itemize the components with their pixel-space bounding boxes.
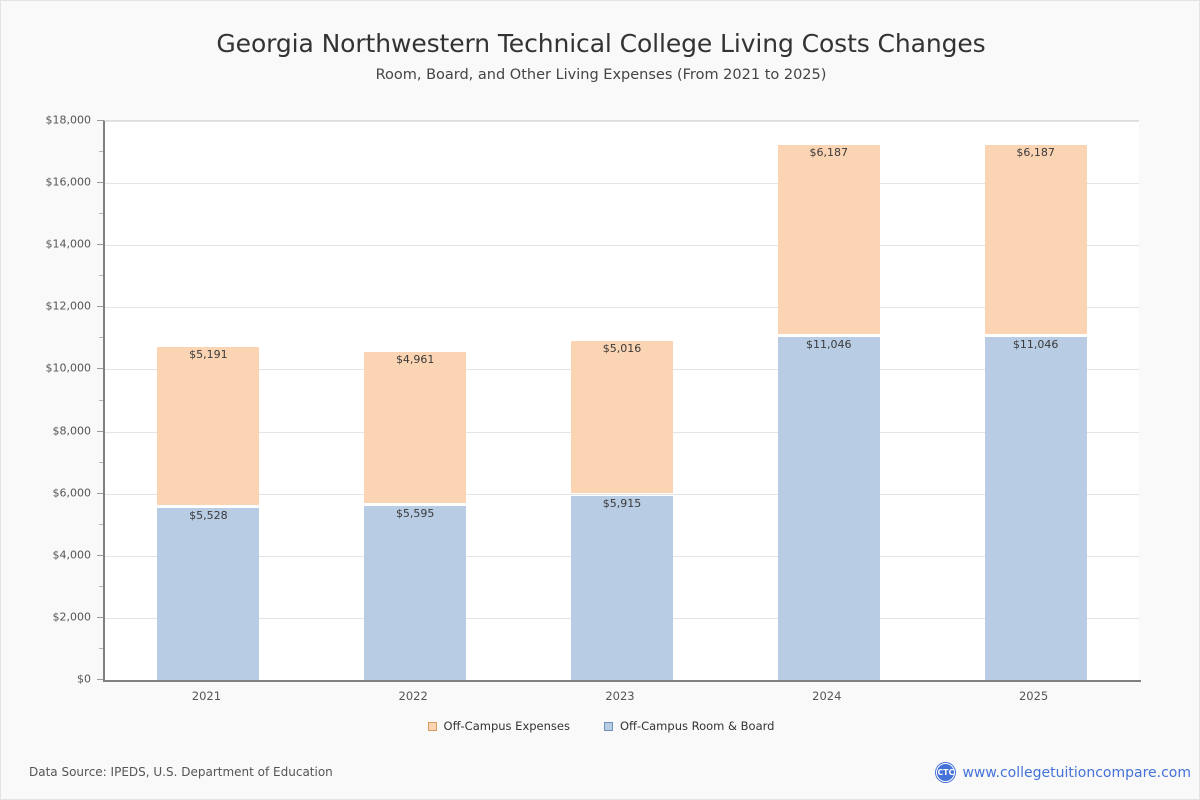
bar-value-label-room-board: $5,915 xyxy=(602,497,642,511)
bar-segment-expenses[interactable] xyxy=(157,347,260,506)
chart-subtitle: Room, Board, and Other Living Expenses (… xyxy=(375,67,827,83)
y-axis-tick-major xyxy=(97,616,103,618)
y-axis-tick-minor xyxy=(99,213,103,215)
y-axis-tick-minor xyxy=(99,275,103,277)
y-axis-tick-major xyxy=(97,554,103,556)
y-axis-tick-minor xyxy=(99,399,103,401)
gridline xyxy=(105,307,1139,309)
ctc-logo-icon: CTC xyxy=(936,763,956,782)
x-axis-tick-label: 2021 xyxy=(191,689,222,703)
y-axis-tick-minor xyxy=(99,585,103,587)
page-title: Georgia Northwestern Technical College L… xyxy=(216,29,986,58)
bar-value-label-room-board: $11,046 xyxy=(806,337,852,351)
y-axis-tick-minor xyxy=(99,523,103,525)
chart-canvas: $5,528 $5,191 $5,595 $4,961 $5,915 $5,016 $11,… xyxy=(105,121,1139,680)
y-axis-tick-label: $10,000 xyxy=(45,361,92,375)
y-axis-tick-minor xyxy=(99,647,103,649)
bar-value-label-room-board: $5,528 xyxy=(189,509,228,523)
y-axis-tick-label: $0 xyxy=(77,672,91,686)
y-axis-tick-label: $4,000 xyxy=(52,548,92,562)
x-axis-tick-label: 2025 xyxy=(1018,689,1049,703)
x-axis-tick-label: 2023 xyxy=(605,689,635,703)
y-axis-tick-label: $2,000 xyxy=(52,610,92,624)
y-axis-tick-major xyxy=(97,368,103,370)
bar-value-label-expenses: $6,187 xyxy=(1016,145,1055,159)
brand-url-label: www.collegetuitioncompare.com xyxy=(962,764,1191,781)
bar-segment-room-board[interactable] xyxy=(571,496,673,680)
y-axis-tick-major xyxy=(97,182,103,184)
legend-item[interactable]: Off-Campus Room & Board xyxy=(603,719,775,733)
legend-item-label: Off-Campus Expenses xyxy=(443,719,570,733)
bar-value-label-room-board: $11,046 xyxy=(1012,337,1059,351)
bar-value-label-expenses: $5,191 xyxy=(189,348,228,362)
y-axis-tick-major xyxy=(97,306,103,308)
y-axis-tick-minor xyxy=(99,461,103,463)
y-axis-tick-label: $8,000 xyxy=(52,424,92,438)
y-axis-tick-label: $14,000 xyxy=(45,237,92,251)
bar-segment-room-board[interactable] xyxy=(984,336,1087,680)
bar-segment-expenses[interactable] xyxy=(984,144,1087,334)
legend-item-label: Off-Campus Room & Board xyxy=(619,719,775,733)
y-axis-tick-major xyxy=(97,492,103,494)
chart-header: Georgia Northwestern Technical College L… xyxy=(1,1,1200,83)
bar-segment-expenses[interactable] xyxy=(571,340,673,494)
bar-segment-room-board[interactable] xyxy=(157,508,260,680)
y-axis-tick-label: $16,000 xyxy=(45,175,92,189)
y-axis-tick-minor xyxy=(99,337,103,339)
bar-segment-room-board[interactable] xyxy=(777,336,880,680)
bar-segment-expenses[interactable] xyxy=(777,144,880,334)
chart-plot-area: $5,528 $5,191 $5,595 $4,961 $5,915 $5,016 $11,… xyxy=(103,120,1141,682)
y-axis-tick-major xyxy=(97,244,103,246)
gridline xyxy=(105,183,1139,185)
y-axis-tick-major xyxy=(97,120,103,121)
data-source-note: Data Source: IPEDS, U.S. Department of E… xyxy=(29,765,333,779)
y-axis-tick-label: $18,000 xyxy=(45,113,92,127)
bar-value-label-expenses: $4,961 xyxy=(395,353,435,367)
x-axis-tick-label: 2022 xyxy=(398,689,428,703)
gridline xyxy=(105,245,1139,247)
y-axis-tick-minor xyxy=(99,151,103,153)
y-axis-tick-label: $6,000 xyxy=(52,486,92,500)
x-axis-line xyxy=(103,680,1141,682)
bar-segment-room-board[interactable] xyxy=(364,506,467,680)
legend-item[interactable]: Off-Campus Expenses xyxy=(427,719,570,733)
y-axis-tick-major xyxy=(97,679,103,680)
legend-swatch-icon xyxy=(603,721,613,731)
chart-legend: Off-Campus Expenses Off-Campus Room & Boa… xyxy=(1,719,1200,733)
gridline xyxy=(105,121,1139,122)
x-axis-tick-label: 2024 xyxy=(812,689,842,703)
bar-value-label-room-board: $5,595 xyxy=(395,507,435,521)
bar-segment-expenses[interactable] xyxy=(364,352,467,504)
bar-value-label-expenses: $6,187 xyxy=(809,145,849,159)
brand-link[interactable]: CTC www.collegetuitioncompare.com xyxy=(936,763,1191,782)
y-axis-tick-major xyxy=(97,430,103,432)
legend-swatch-icon xyxy=(427,721,437,731)
bar-value-label-expenses: $5,016 xyxy=(602,341,642,355)
y-axis-tick-label: $12,000 xyxy=(45,299,92,313)
gridline xyxy=(105,493,1139,495)
